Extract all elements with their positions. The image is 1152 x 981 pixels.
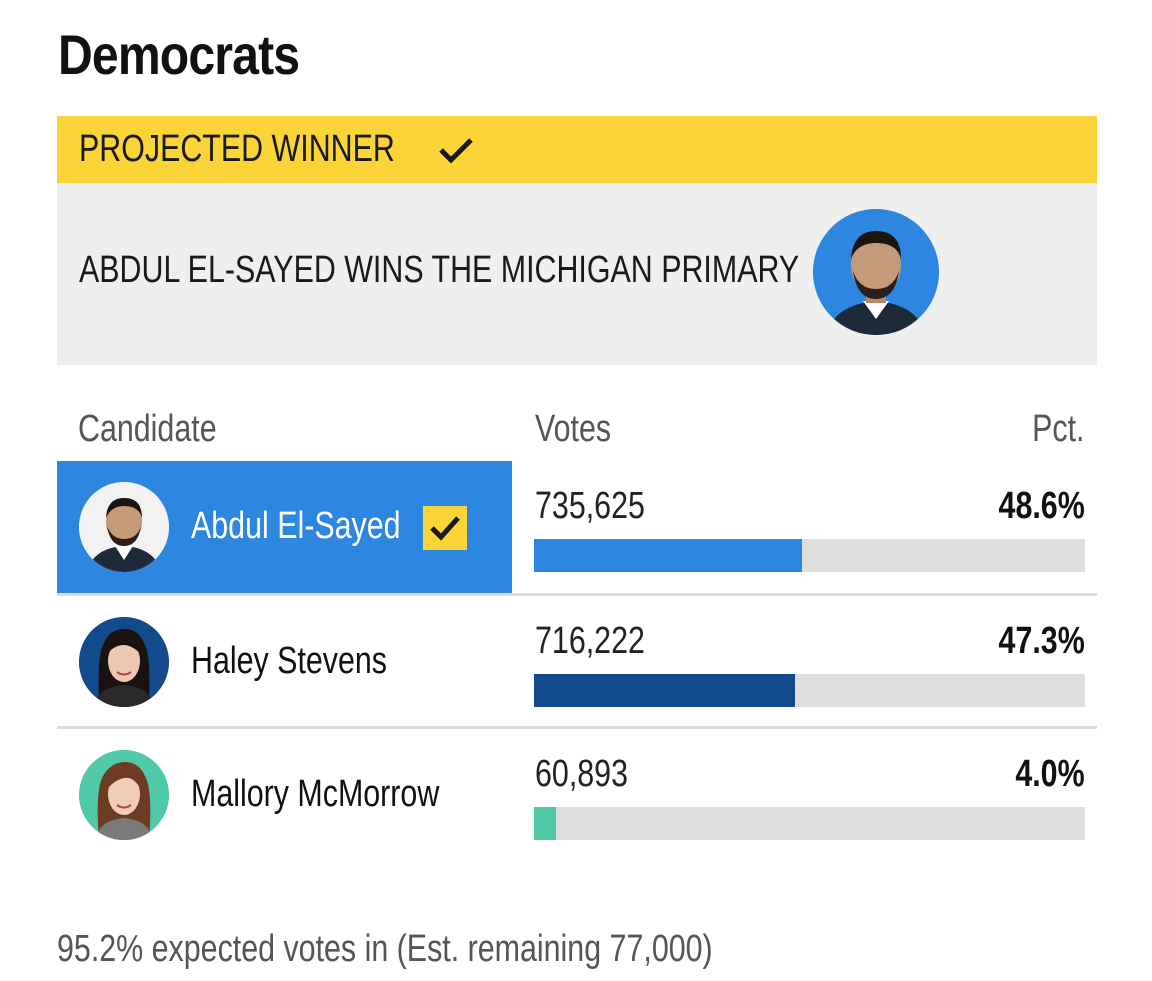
checkmark-icon bbox=[438, 136, 474, 169]
candidate-name-cell[interactable]: Mallory McMorrow bbox=[57, 729, 512, 861]
vote-count: 60,893 bbox=[535, 753, 628, 796]
header-pct: Pct. bbox=[1032, 408, 1084, 451]
candidate-avatar bbox=[79, 617, 169, 707]
banner-label: PROJECTED WINNER bbox=[79, 128, 395, 171]
candidate-avatar bbox=[79, 482, 169, 572]
vote-bar bbox=[534, 807, 556, 840]
candidate-avatar bbox=[79, 750, 169, 840]
candidate-row[interactable]: Haley Stevens 716,222 47.3% bbox=[57, 596, 1097, 730]
expected-votes-note: 95.2% expected votes in (Est. remaining … bbox=[57, 928, 713, 971]
vote-percent: 47.3% bbox=[999, 620, 1085, 663]
vote-bar-track bbox=[534, 674, 1085, 707]
winner-panel: ABDUL EL-SAYED WINS THE MICHIGAN PRIMARY bbox=[57, 183, 1097, 365]
winner-avatar bbox=[813, 209, 939, 335]
candidate-name: Haley Stevens bbox=[191, 640, 387, 683]
candidate-name: Mallory McMorrow bbox=[191, 773, 439, 816]
vote-bar bbox=[534, 539, 802, 572]
vote-percent: 48.6% bbox=[999, 485, 1085, 528]
vote-count: 735,625 bbox=[535, 485, 645, 528]
candidate-row[interactable]: Mallory McMorrow 60,893 4.0% bbox=[57, 729, 1097, 863]
page-title: Democrats bbox=[58, 22, 299, 87]
vote-count: 716,222 bbox=[535, 620, 645, 663]
projected-winner-banner: PROJECTED WINNER bbox=[57, 116, 1097, 183]
candidate-name-cell[interactable]: Abdul El-Sayed bbox=[57, 461, 512, 593]
header-votes: Votes bbox=[535, 408, 611, 451]
candidate-row[interactable]: Abdul El-Sayed 735,625 48.6% bbox=[57, 461, 1097, 595]
candidate-name-cell[interactable]: Haley Stevens bbox=[57, 596, 512, 728]
vote-percent: 4.0% bbox=[1016, 753, 1085, 796]
vote-bar bbox=[534, 674, 795, 707]
header-candidate: Candidate bbox=[78, 408, 217, 451]
winner-check-icon bbox=[423, 506, 467, 550]
winner-headline: ABDUL EL-SAYED WINS THE MICHIGAN PRIMARY bbox=[79, 249, 799, 292]
vote-bar-track bbox=[534, 807, 1085, 840]
vote-bar-track bbox=[534, 539, 1085, 572]
candidate-name: Abdul El-Sayed bbox=[191, 505, 401, 548]
